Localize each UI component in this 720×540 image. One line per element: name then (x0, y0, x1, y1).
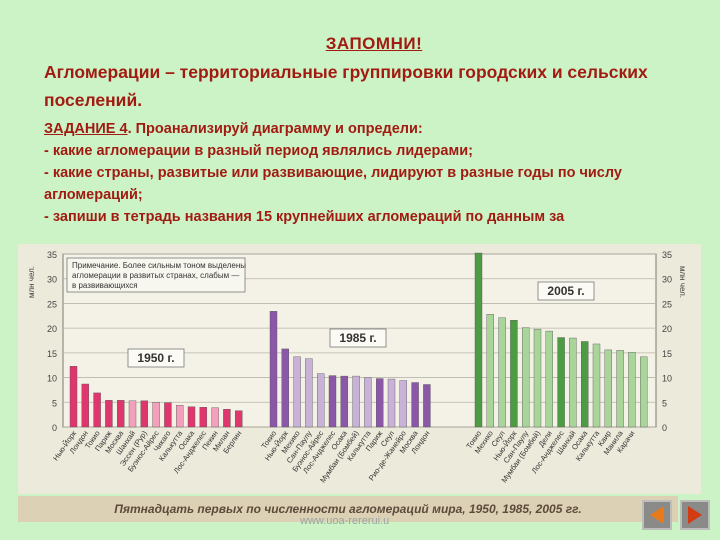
bar (640, 356, 648, 428)
y-tick-label-left: 35 (47, 250, 57, 260)
y-axis-label-left: млн чел. (27, 266, 36, 298)
y-tick-label-right: 15 (662, 349, 672, 359)
bar (364, 377, 372, 428)
slide-text: ЗАПОМНИ! Агломерации – территориальные г… (44, 34, 714, 228)
bar (116, 400, 125, 428)
bar (81, 383, 89, 428)
bar (340, 375, 348, 428)
bar (545, 330, 553, 428)
bar (187, 406, 196, 428)
triangle-left-icon (650, 506, 664, 524)
group-label-box (537, 281, 595, 301)
bar (581, 341, 589, 428)
group-label-box (329, 328, 387, 348)
task-label: ЗАДАНИЕ 4 (44, 121, 128, 137)
y-tick-label-right: 35 (662, 250, 672, 260)
bar (474, 252, 483, 428)
bar (557, 337, 565, 428)
bar (376, 378, 384, 428)
bar (411, 382, 419, 428)
group-label: 1985 г. (339, 331, 376, 345)
bar (211, 407, 219, 428)
agglomeration-bar-chart: 0 0 5 5 10 10 15 15 20 20 25 25 30 30 35 35 млн чел. млн … (27, 250, 687, 484)
y-tick-label-right: 30 (662, 275, 672, 285)
bar (293, 356, 301, 428)
y-axis-label-right: млн чел. (678, 266, 687, 298)
y-tick-label-left: 30 (47, 275, 57, 285)
task-item: - какие агломерации в разный период явля… (44, 143, 473, 159)
bar (486, 314, 494, 428)
y-tick-label-right: 10 (662, 374, 672, 384)
y-tick-label-right: 0 (662, 423, 667, 433)
y-tick-label-left: 0 (52, 423, 57, 433)
y-tick-label-left: 20 (47, 324, 57, 334)
y-tick-label-right: 25 (662, 299, 672, 309)
note-text-line: Примечание. Более сильным тоном выделены (72, 261, 246, 270)
bar (317, 373, 325, 428)
definition-text: Агломерации – территориальные группировк… (44, 62, 648, 110)
y-tick-label-right: 5 (662, 398, 667, 408)
bar (522, 327, 530, 428)
y-tick-label-left: 10 (47, 374, 57, 384)
bar (93, 392, 101, 428)
bar (592, 343, 601, 428)
bar (164, 402, 172, 428)
bar (105, 400, 113, 428)
chart-panel: 0 0 5 5 10 10 15 15 20 20 25 25 30 30 35 35 млн чел. млн … (18, 244, 701, 494)
bar (223, 409, 231, 428)
bar (69, 366, 78, 428)
group-label: 2005 г. (547, 284, 584, 298)
y-tick-label-left: 5 (52, 398, 57, 408)
bar (604, 349, 612, 428)
next-slide-button[interactable] (680, 500, 710, 530)
task-block: ЗАДАНИЕ 4. Проанализируй диаграмму и опр… (44, 118, 714, 228)
bar (281, 348, 289, 428)
triangle-right-icon (688, 506, 702, 524)
bar (234, 410, 243, 428)
y-tick-label-left: 25 (47, 299, 57, 309)
bar (498, 317, 506, 428)
note-text-line: агломерации в развитых странах, слабым — (72, 271, 239, 280)
bar (628, 352, 636, 428)
bar (128, 400, 137, 428)
task-intro: . Проанализируй диаграмму и определи: (127, 121, 423, 137)
bar (423, 384, 431, 428)
bar (269, 311, 278, 428)
group-label-box (127, 348, 185, 368)
note-box (66, 257, 246, 293)
bar (533, 328, 542, 428)
y-tick-label-right: 20 (662, 324, 672, 334)
bar (569, 337, 577, 428)
y-tick-label-left: 15 (47, 349, 57, 359)
chart-caption: Пятнадцать первых по численности агломер… (18, 496, 678, 522)
task-item: - какие страны, развитые или развивающие… (44, 165, 622, 203)
bar (328, 375, 337, 428)
bar (152, 402, 160, 428)
group-label: 1950 г. (137, 351, 174, 365)
prev-slide-button[interactable] (642, 500, 672, 530)
bar (510, 320, 518, 428)
footer-url: www.uoa-rererui.u (300, 515, 390, 527)
note-text-line: в развивающихся (72, 281, 138, 290)
slide-title: ЗАПОМНИ! (325, 34, 423, 53)
bar (616, 350, 624, 428)
bar (175, 405, 184, 428)
bar (305, 358, 313, 428)
bar (140, 400, 149, 428)
bar (387, 378, 396, 428)
bar (352, 375, 360, 428)
bar (199, 407, 208, 428)
task-item: - запиши в тетрадь названия 15 крупнейши… (44, 209, 565, 225)
bar (399, 380, 407, 428)
